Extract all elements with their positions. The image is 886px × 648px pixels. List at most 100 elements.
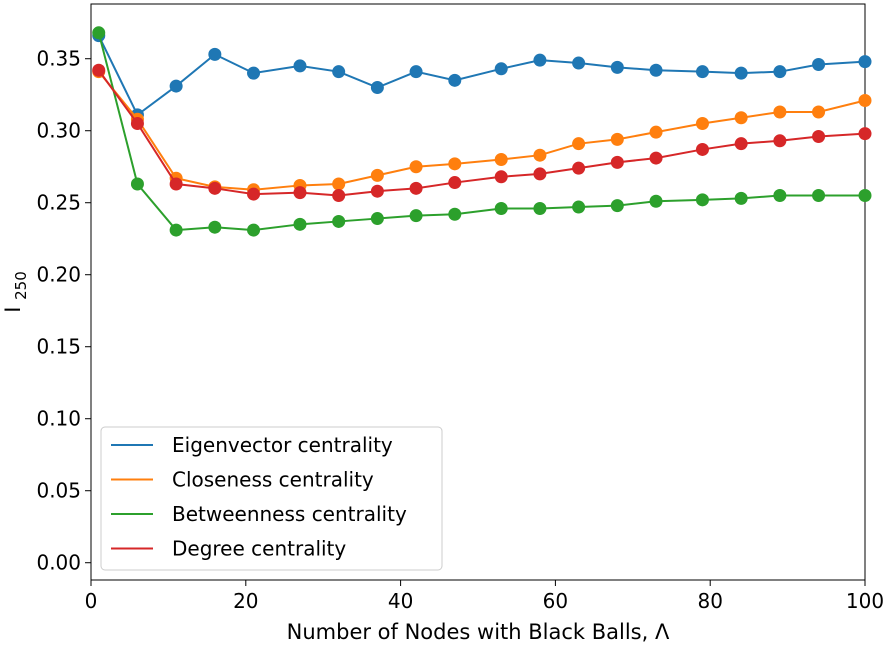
data-point	[332, 189, 346, 203]
data-point	[734, 137, 748, 151]
data-point	[773, 105, 787, 119]
data-point	[169, 79, 183, 93]
legend-label: Closeness centrality	[172, 468, 374, 492]
series-betweenness-centrality	[92, 26, 872, 237]
series-line	[97, 69, 866, 197]
data-point	[858, 55, 872, 69]
data-point	[208, 47, 222, 61]
x-axis-label: Number of Nodes with Black Balls, Λ	[287, 620, 670, 644]
y-tick-label: 0.10	[36, 407, 81, 431]
series-eigenvector-centrality	[92, 29, 872, 122]
data-point	[169, 223, 183, 237]
data-point	[409, 65, 423, 79]
data-point	[208, 181, 222, 195]
data-point	[610, 60, 624, 74]
data-point	[247, 223, 261, 237]
data-point	[409, 209, 423, 223]
data-point	[858, 127, 872, 141]
data-point	[448, 207, 462, 221]
legend-box	[100, 426, 443, 571]
series-degree-centrality	[92, 63, 872, 203]
data-point	[695, 117, 709, 131]
data-point	[494, 62, 508, 76]
data-point	[169, 177, 183, 191]
data-point	[370, 168, 384, 182]
x-tick-label: 60	[543, 589, 568, 613]
legend-item: Closeness centrality	[111, 468, 374, 492]
legend-item: Eigenvector centrality	[111, 433, 393, 457]
data-point	[448, 157, 462, 171]
data-point	[610, 132, 624, 146]
data-point	[572, 137, 586, 151]
data-point	[92, 26, 106, 40]
data-point	[332, 177, 346, 191]
data-point	[130, 177, 144, 191]
y-tick-label: 0.15	[36, 335, 81, 359]
data-point	[812, 189, 826, 203]
data-point	[734, 111, 748, 125]
data-point	[533, 53, 547, 67]
data-point	[812, 105, 826, 119]
data-point	[734, 191, 748, 205]
data-point	[494, 201, 508, 215]
y-tick-label: 0.30	[36, 119, 81, 143]
data-point	[734, 66, 748, 80]
x-axis: 0 20 40 60 80 100	[85, 580, 884, 613]
data-point	[649, 63, 663, 77]
legend: Eigenvector centrality Closeness centrali…	[100, 426, 443, 571]
data-point	[370, 212, 384, 226]
data-point	[695, 142, 709, 156]
y-tick-label: 0.35	[36, 47, 81, 71]
legend-label: Degree centrality	[172, 537, 346, 561]
x-tick-label: 100	[846, 589, 884, 613]
data-point	[409, 181, 423, 195]
y-axis-label: I 250	[1, 271, 30, 313]
data-point	[293, 59, 307, 73]
data-point	[773, 65, 787, 79]
data-point	[409, 160, 423, 174]
data-point	[448, 73, 462, 87]
data-point	[572, 161, 586, 175]
data-point	[533, 148, 547, 162]
data-point	[533, 201, 547, 215]
data-point	[494, 170, 508, 184]
y-axis-label-base: I	[1, 307, 25, 313]
data-point	[92, 63, 106, 77]
data-point	[370, 184, 384, 198]
data-point	[858, 189, 872, 203]
data-point	[812, 57, 826, 71]
data-point	[610, 155, 624, 169]
data-point	[649, 151, 663, 165]
series-layer	[92, 26, 872, 237]
data-point	[332, 65, 346, 79]
x-tick-label: 0	[85, 589, 98, 613]
legend-label: Betweenness centrality	[172, 502, 407, 526]
data-point	[858, 93, 872, 107]
y-axis-label-subscript: 250	[12, 271, 30, 300]
data-point	[649, 194, 663, 208]
data-point	[293, 217, 307, 231]
x-tick-label: 80	[697, 589, 722, 613]
legend-label: Eigenvector centrality	[172, 433, 393, 457]
data-point	[293, 186, 307, 200]
x-tick-label: 40	[388, 589, 413, 613]
data-point	[773, 134, 787, 148]
legend-item: Degree centrality	[111, 537, 346, 561]
data-point	[610, 199, 624, 213]
data-point	[448, 176, 462, 190]
y-tick-label: 0.00	[36, 551, 81, 575]
data-point	[130, 117, 144, 131]
data-point	[572, 56, 586, 70]
y-axis: 0.00 0.05 0.10 0.15 0.20 0.25 0.30 0.35	[36, 47, 91, 575]
y-tick-label: 0.25	[36, 191, 81, 215]
x-tick-label: 20	[233, 589, 258, 613]
y-tick-label: 0.05	[36, 479, 81, 503]
data-point	[332, 214, 346, 228]
data-point	[649, 125, 663, 139]
data-point	[208, 220, 222, 234]
data-point	[572, 200, 586, 214]
data-point	[370, 81, 384, 95]
data-point	[812, 129, 826, 143]
